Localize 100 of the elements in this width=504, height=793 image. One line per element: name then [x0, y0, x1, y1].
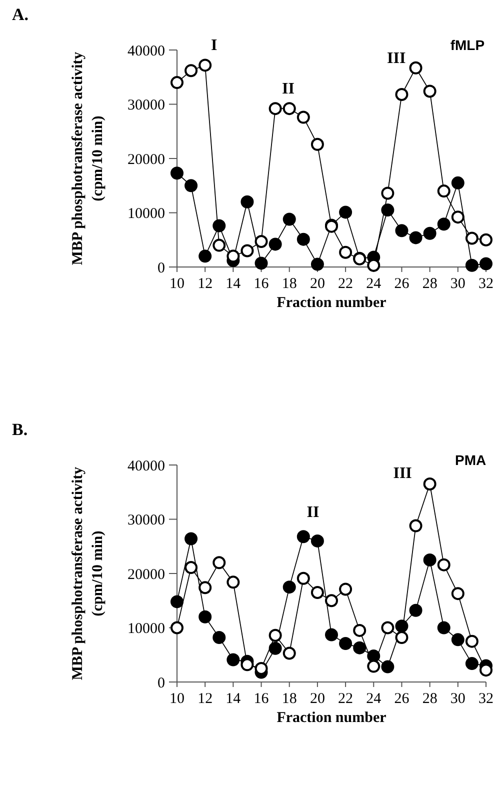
point — [212, 556, 226, 570]
point — [226, 653, 240, 666]
point — [310, 586, 324, 599]
x-tick-label: 20 — [310, 276, 325, 292]
x-tick-label: 14 — [226, 276, 242, 292]
point — [395, 224, 408, 238]
y-tick-label: 0 — [158, 675, 165, 692]
x-tick-label: 10 — [170, 691, 184, 707]
x-tick-label: 24 — [366, 691, 382, 707]
x-tick-label: 18 — [282, 276, 297, 292]
point — [353, 641, 366, 654]
point — [296, 110, 310, 124]
point — [310, 258, 324, 271]
point — [268, 102, 282, 116]
point — [451, 633, 464, 646]
x-tick-label: 12 — [198, 276, 213, 292]
x-tick-label: 22 — [338, 276, 354, 292]
point — [254, 256, 268, 270]
point — [381, 186, 394, 200]
point — [240, 658, 254, 672]
point — [198, 610, 212, 624]
annotation: III — [393, 465, 412, 482]
y-tick-label: 10000 — [128, 206, 165, 222]
x-tick-label: 16 — [254, 691, 270, 707]
point — [282, 646, 296, 660]
x-tick-label: 32 — [478, 276, 494, 292]
point — [409, 604, 422, 617]
y-tick-label: 20000 — [128, 152, 165, 168]
point — [310, 534, 324, 548]
point — [184, 561, 198, 574]
y-axis-title: MBP phosphotransferase activity (cpm/10 min) — [70, 51, 106, 266]
point — [437, 621, 450, 634]
y-tick-label: 40000 — [128, 458, 165, 474]
point — [296, 530, 310, 544]
point — [282, 580, 296, 594]
x-tick-label: 16 — [254, 276, 270, 292]
point — [381, 621, 394, 634]
point — [465, 232, 478, 245]
annotation: I — [210, 37, 218, 54]
point — [451, 176, 464, 190]
point — [423, 553, 436, 566]
point — [480, 233, 492, 246]
point — [282, 102, 296, 116]
point — [325, 628, 338, 642]
point — [451, 210, 464, 224]
point — [198, 581, 212, 594]
x-axis-title: Fraction number — [276, 295, 387, 311]
point — [184, 179, 198, 192]
point — [296, 232, 310, 246]
point — [226, 576, 240, 589]
point — [409, 61, 422, 74]
point — [423, 226, 436, 240]
point — [395, 88, 408, 101]
point — [325, 594, 338, 608]
point — [184, 64, 198, 78]
point — [465, 634, 478, 648]
point — [240, 195, 254, 208]
point — [170, 595, 184, 608]
point — [480, 257, 492, 270]
y-axis-title: MBP phosphotransferase activity (cpm/10 min) — [70, 466, 106, 680]
point — [465, 657, 478, 670]
y-tick-label: 30000 — [128, 98, 165, 114]
text: B. — [12, 420, 28, 439]
y-tick-label: 30000 — [128, 512, 165, 528]
annotation: III — [387, 50, 406, 68]
point — [367, 258, 380, 272]
point — [367, 660, 380, 673]
point — [170, 76, 184, 90]
point — [226, 250, 240, 263]
x-tick-label: 20 — [310, 691, 325, 707]
x-tick-label: 28 — [422, 276, 438, 292]
x-tick-label: 14 — [226, 691, 242, 707]
point — [409, 519, 422, 532]
point — [198, 58, 212, 72]
point — [282, 212, 296, 226]
point — [268, 628, 282, 642]
point — [423, 84, 436, 98]
annotation: PMA — [454, 452, 486, 468]
point — [240, 244, 254, 258]
x-tick-label: 28 — [422, 691, 438, 707]
x-axis-title: Fraction number — [276, 710, 387, 726]
point — [409, 231, 422, 244]
annotation: fMLP — [450, 37, 485, 53]
point — [437, 184, 450, 198]
point — [465, 258, 478, 272]
point — [437, 558, 450, 572]
point — [381, 660, 394, 674]
x-tick-label: 22 — [338, 691, 354, 707]
point — [339, 636, 352, 650]
x-tick-label: 10 — [170, 276, 184, 292]
y-tick-label: 0 — [158, 260, 165, 276]
y-tick-label: 40000 — [128, 43, 165, 60]
point — [198, 250, 212, 263]
point — [212, 631, 226, 644]
point — [212, 238, 226, 252]
point — [268, 238, 282, 251]
point — [423, 477, 436, 490]
x-tick-label: 24 — [366, 276, 382, 292]
point — [310, 138, 324, 151]
annotation: II — [282, 80, 294, 98]
